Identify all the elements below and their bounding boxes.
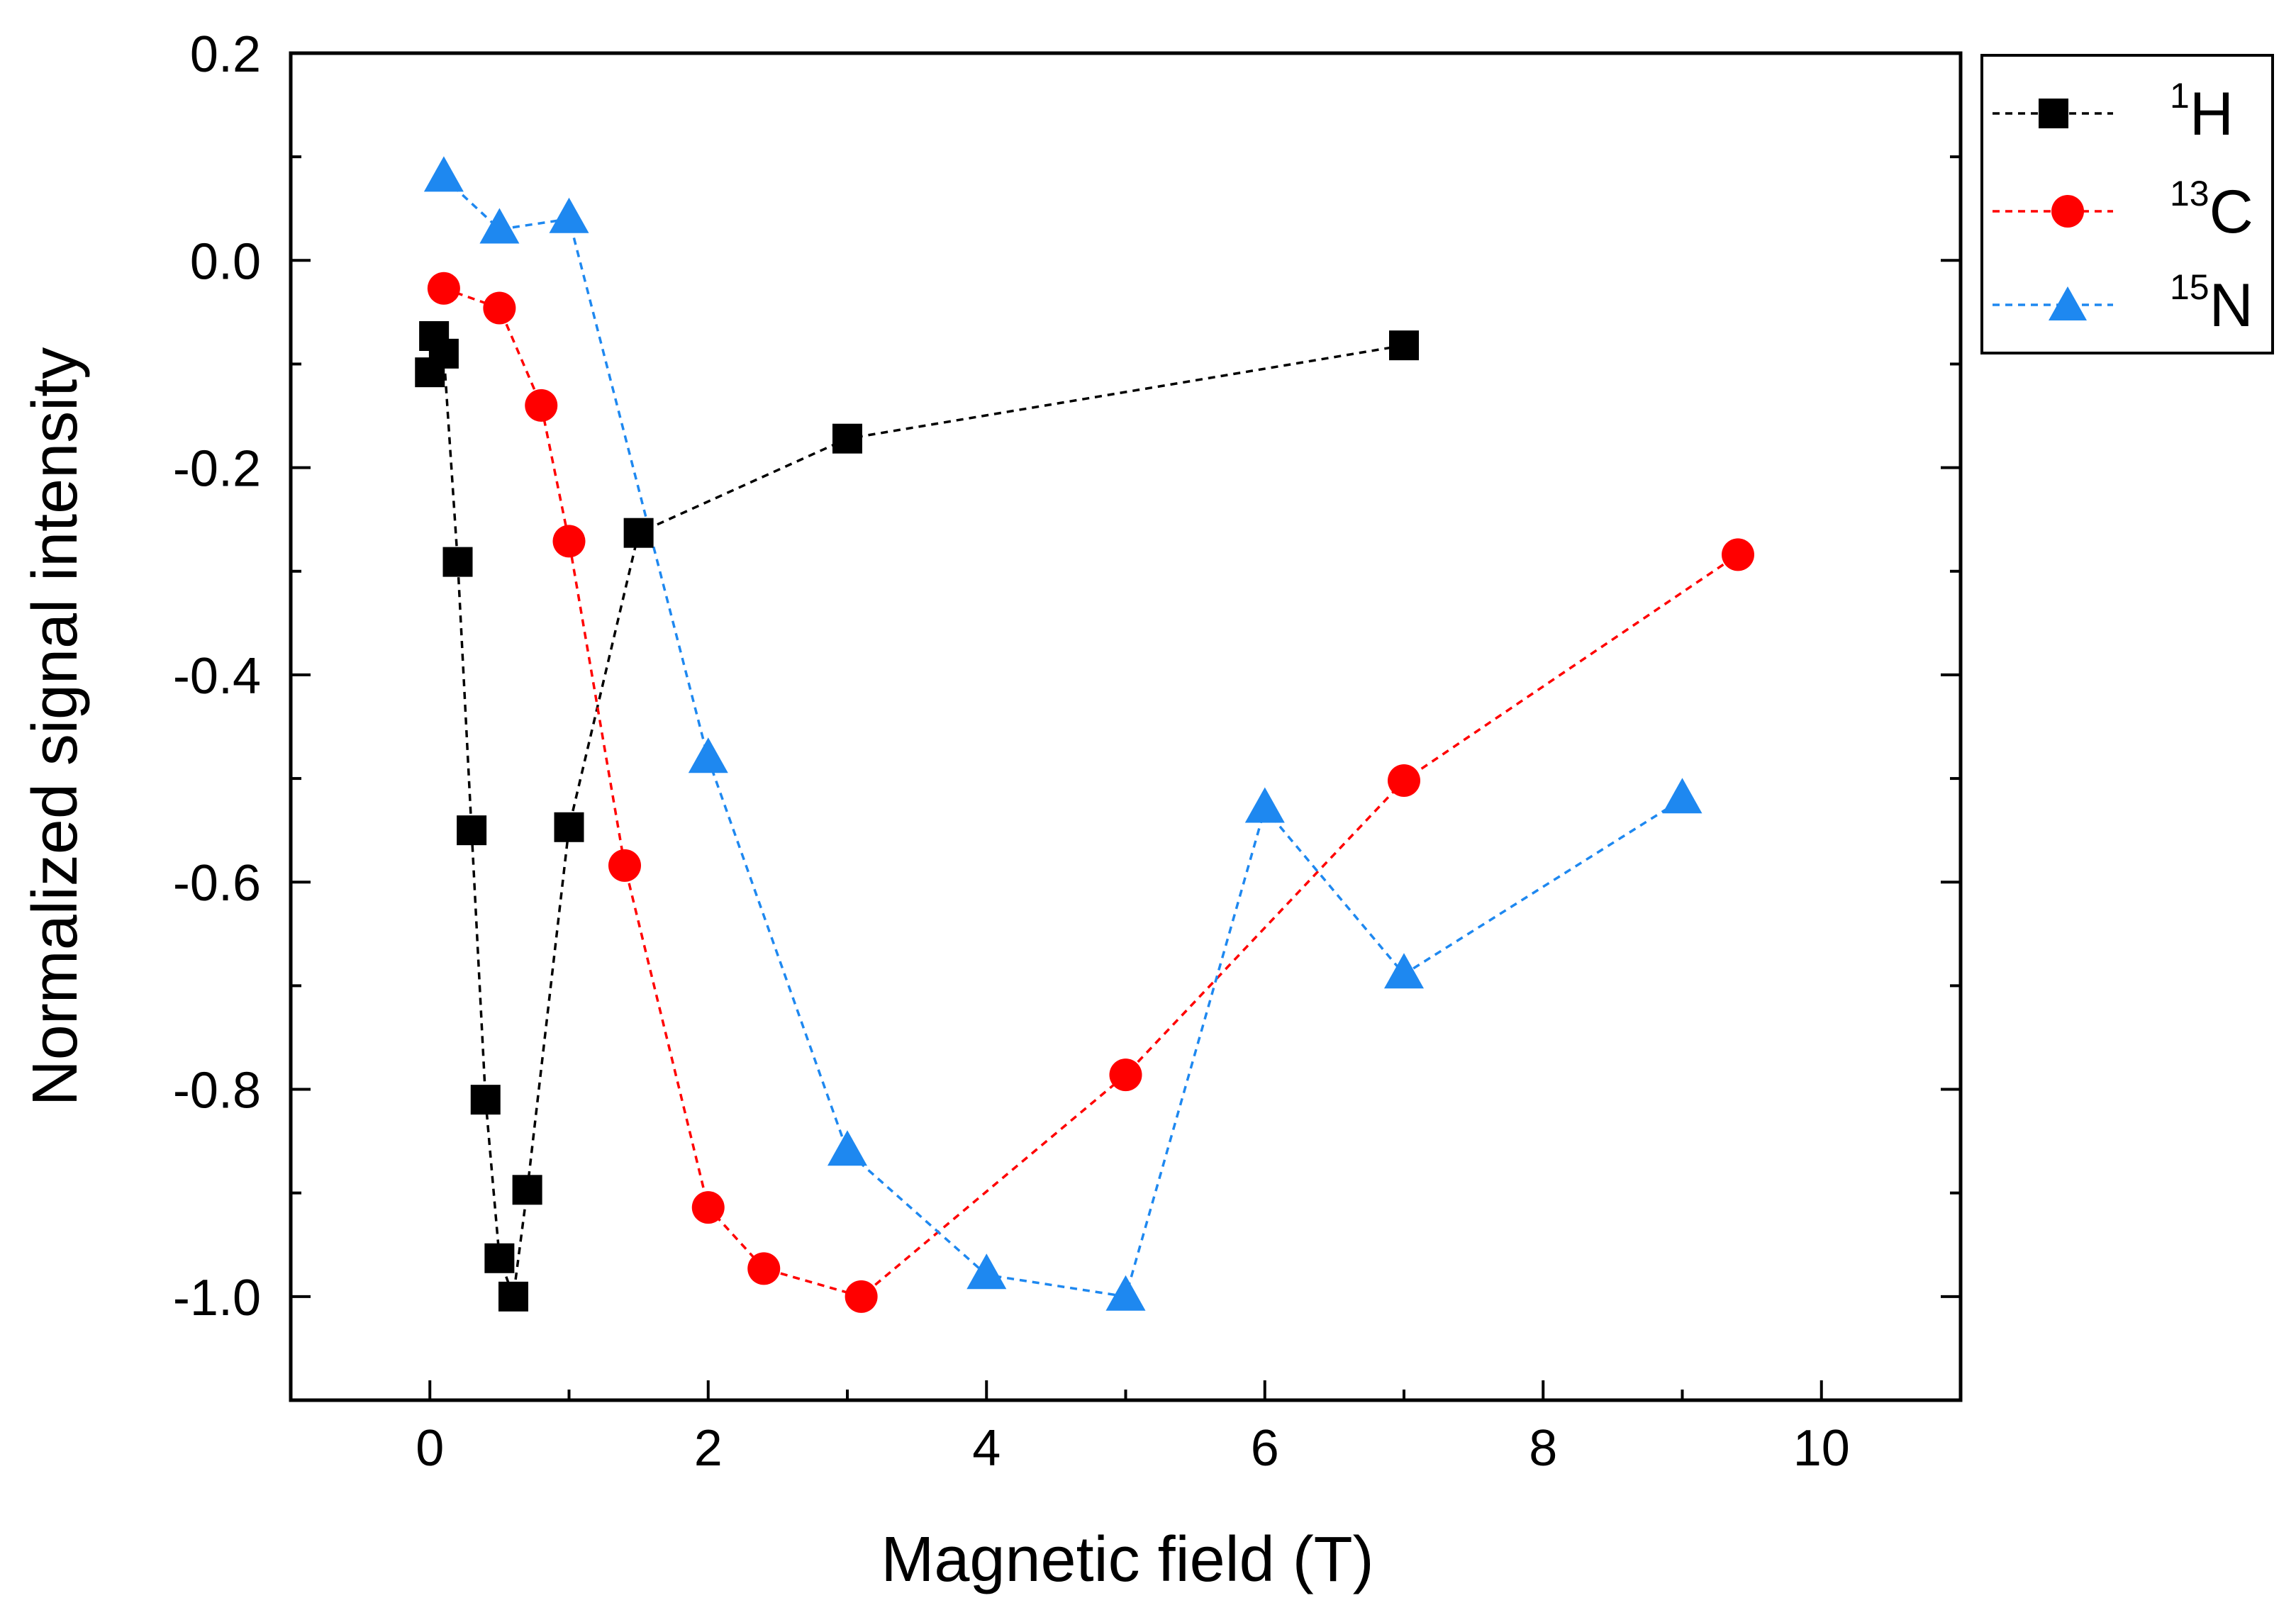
data-point-1h xyxy=(554,812,584,842)
y-tick-label: -0.2 xyxy=(173,441,261,498)
data-point-1h xyxy=(470,1085,501,1115)
y-axis-label: Normalized signal intensity xyxy=(20,347,91,1106)
legend-element-13c: C xyxy=(2209,178,2253,246)
data-point-13c xyxy=(691,1191,725,1224)
data-point-1h xyxy=(832,423,862,454)
data-point-1h xyxy=(1389,330,1419,361)
x-tick-label: 6 xyxy=(1251,1420,1279,1477)
x-tick-label: 4 xyxy=(972,1420,1001,1477)
legend-box xyxy=(1980,54,2274,354)
data-point-13c xyxy=(845,1280,878,1313)
series-line-15n xyxy=(442,177,1683,1298)
y-tick-label: -1.0 xyxy=(173,1270,261,1326)
data-point-15n xyxy=(827,1130,867,1166)
y-axis-ticks: 0.2 0.0 -0.2 -0.4 -0.6 -0.8 -1.0 xyxy=(173,26,1961,1402)
data-point-13c xyxy=(427,272,460,305)
legend-circle-marker xyxy=(2051,195,2084,228)
data-point-13c xyxy=(1722,538,1754,571)
data-point-13c xyxy=(747,1252,781,1285)
data-point-1h xyxy=(484,1243,515,1273)
legend: 1H 13C 15N xyxy=(1980,54,2274,354)
y-tick-label: -0.6 xyxy=(173,855,261,912)
y-tick-label: 0.2 xyxy=(190,26,261,83)
data-point-13c xyxy=(1109,1058,1142,1092)
legend-element-1h: H xyxy=(2190,80,2234,148)
data-point-15n xyxy=(549,197,589,233)
legend-superscript-15n: 15 xyxy=(2170,267,2209,307)
x-axis-label: Magnetic field (T) xyxy=(881,1524,1373,1595)
x-tick-label: 8 xyxy=(1529,1420,1557,1477)
legend-superscript-13c: 13 xyxy=(2170,174,2209,213)
data-point-15n xyxy=(479,208,520,244)
series-markers xyxy=(415,156,1754,1313)
data-point-15n xyxy=(1105,1275,1146,1311)
svg-text:13C: 13C xyxy=(2170,174,2253,246)
data-point-15n xyxy=(688,737,728,773)
data-point-1h xyxy=(512,1175,542,1205)
svg-text:15N: 15N xyxy=(2170,267,2253,340)
data-point-13c xyxy=(1388,764,1420,797)
legend-entry-1h: 1H xyxy=(1993,76,2234,148)
y-tick-label: -0.8 xyxy=(173,1063,261,1119)
legend-entry-13c: 13C xyxy=(1993,174,2253,246)
legend-superscript-1h: 1 xyxy=(2170,76,2190,116)
legend-square-marker xyxy=(2039,99,2068,128)
data-point-1h xyxy=(498,1281,528,1312)
svg-text:1H: 1H xyxy=(2170,76,2234,148)
x-tick-label: 0 xyxy=(416,1420,444,1477)
data-point-15n xyxy=(966,1253,1007,1290)
x-tick-label: 10 xyxy=(1793,1420,1850,1477)
data-point-1h xyxy=(442,547,473,577)
data-point-15n xyxy=(423,156,464,192)
data-point-1h xyxy=(428,338,459,369)
data-point-1h xyxy=(623,518,654,548)
data-point-15n xyxy=(1244,787,1285,823)
data-point-13c xyxy=(525,389,558,422)
legend-entry-15n: 15N xyxy=(1993,267,2253,340)
y-tick-label: 0.0 xyxy=(190,233,261,290)
y-tick-label: -0.4 xyxy=(173,648,261,705)
legend-triangle-marker xyxy=(2049,286,2087,320)
x-axis-ticks: 0 2 4 6 8 10 xyxy=(289,1380,1962,1477)
data-point-13c xyxy=(552,525,586,558)
data-point-13c xyxy=(608,849,641,882)
data-point-15n xyxy=(1662,778,1703,814)
legend-element-15n: N xyxy=(2209,272,2253,340)
data-point-13c xyxy=(483,291,516,325)
data-point-1h xyxy=(457,815,487,846)
data-point-15n xyxy=(1384,953,1424,989)
x-tick-label: 2 xyxy=(694,1420,723,1477)
